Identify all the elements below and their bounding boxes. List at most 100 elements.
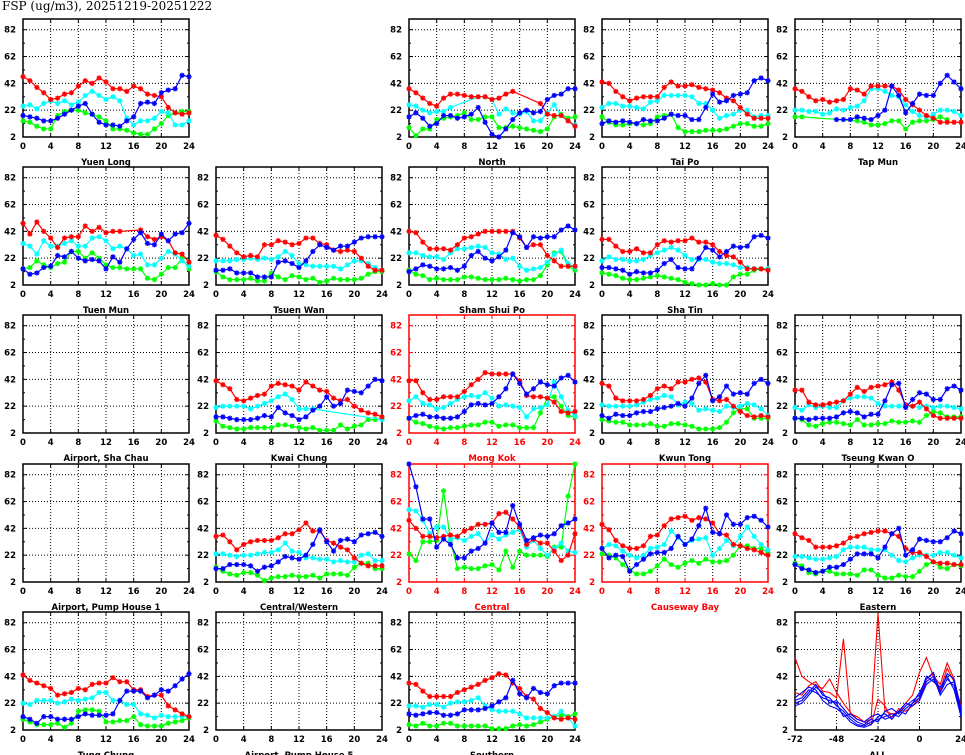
y-tick-label: 62 [583, 53, 595, 63]
data-point [551, 394, 557, 400]
data-point [833, 106, 840, 112]
y-tick-label: 22 [390, 402, 402, 412]
data-point [633, 410, 640, 416]
data-point [661, 541, 667, 548]
data-point [710, 87, 716, 93]
data-point [275, 535, 281, 541]
data-point [20, 118, 26, 124]
data-point [744, 111, 750, 117]
data-point [282, 574, 288, 580]
data-point [344, 262, 351, 268]
data-point [179, 255, 185, 261]
data-point [186, 671, 192, 677]
data-point [861, 567, 867, 573]
y-tick-label: 82 [583, 322, 595, 332]
data-point [758, 412, 764, 419]
data-point [661, 247, 667, 253]
data-point [723, 532, 730, 538]
data-point [523, 537, 530, 544]
data-point [627, 422, 633, 428]
data-point [82, 255, 88, 261]
data-point [572, 723, 578, 729]
data-point [82, 100, 88, 107]
panel-title: Yuen Long [80, 158, 131, 168]
data-point [544, 715, 550, 721]
data-point [447, 104, 454, 111]
data-point [889, 382, 895, 388]
data-point [792, 531, 798, 537]
data-point [413, 723, 419, 729]
data-point [537, 715, 544, 721]
data-point [551, 531, 557, 537]
data-point [909, 119, 916, 125]
data-point [48, 235, 54, 241]
data-point [413, 703, 419, 709]
series-line-red [408, 88, 576, 127]
data-point [530, 266, 537, 272]
data-point [606, 415, 612, 421]
data-point [599, 521, 605, 527]
data-point [903, 126, 909, 132]
data-point [124, 688, 130, 694]
data-point [20, 220, 26, 226]
data-point [227, 266, 233, 272]
data-point [420, 390, 426, 396]
data-point [440, 533, 447, 540]
y-tick-label: 2 [203, 429, 209, 439]
data-point [868, 547, 874, 553]
data-point [110, 264, 116, 271]
x-tick-label: 20 [734, 290, 746, 300]
data-point [599, 258, 605, 264]
data-point [661, 556, 667, 562]
data-point [640, 408, 647, 415]
data-point [468, 723, 474, 729]
data-point [54, 692, 61, 698]
data-point [330, 571, 337, 577]
data-point [489, 532, 495, 538]
data-point [523, 541, 530, 548]
data-point [261, 412, 268, 419]
data-point [675, 264, 681, 271]
data-point [633, 95, 640, 101]
data-point [468, 533, 474, 540]
x-tick-label: 8 [461, 142, 467, 152]
data-point [620, 419, 626, 425]
data-point [675, 379, 681, 385]
data-point [737, 390, 743, 396]
data-point [668, 403, 674, 409]
x-tick-label: 16 [321, 587, 333, 597]
data-point [144, 275, 151, 281]
x-tick-label: 24 [183, 290, 195, 300]
data-point [537, 118, 544, 124]
data-point [703, 239, 709, 245]
data-point [427, 126, 433, 132]
data-point [530, 277, 537, 283]
data-point [440, 266, 447, 272]
y-tick-label: 22 [4, 254, 16, 264]
data-point [710, 407, 716, 413]
data-point [406, 378, 412, 384]
y-tick-label: 82 [4, 322, 16, 332]
data-point [110, 697, 116, 704]
data-point [903, 574, 909, 580]
data-point [447, 112, 454, 119]
data-point [640, 396, 647, 403]
data-point [606, 527, 612, 533]
data-point [144, 234, 151, 240]
data-point [744, 545, 750, 552]
data-point [744, 400, 750, 407]
data-point [461, 114, 467, 120]
y-tick-label: 42 [390, 79, 402, 89]
data-point [923, 92, 930, 99]
data-point [765, 267, 771, 273]
data-point [96, 75, 102, 81]
data-point [826, 555, 833, 561]
data-point [765, 78, 771, 84]
data-point [806, 537, 812, 544]
data-point [903, 96, 909, 103]
data-point [75, 255, 81, 261]
data-point [696, 523, 702, 529]
data-point [730, 521, 737, 527]
data-point [89, 111, 95, 117]
